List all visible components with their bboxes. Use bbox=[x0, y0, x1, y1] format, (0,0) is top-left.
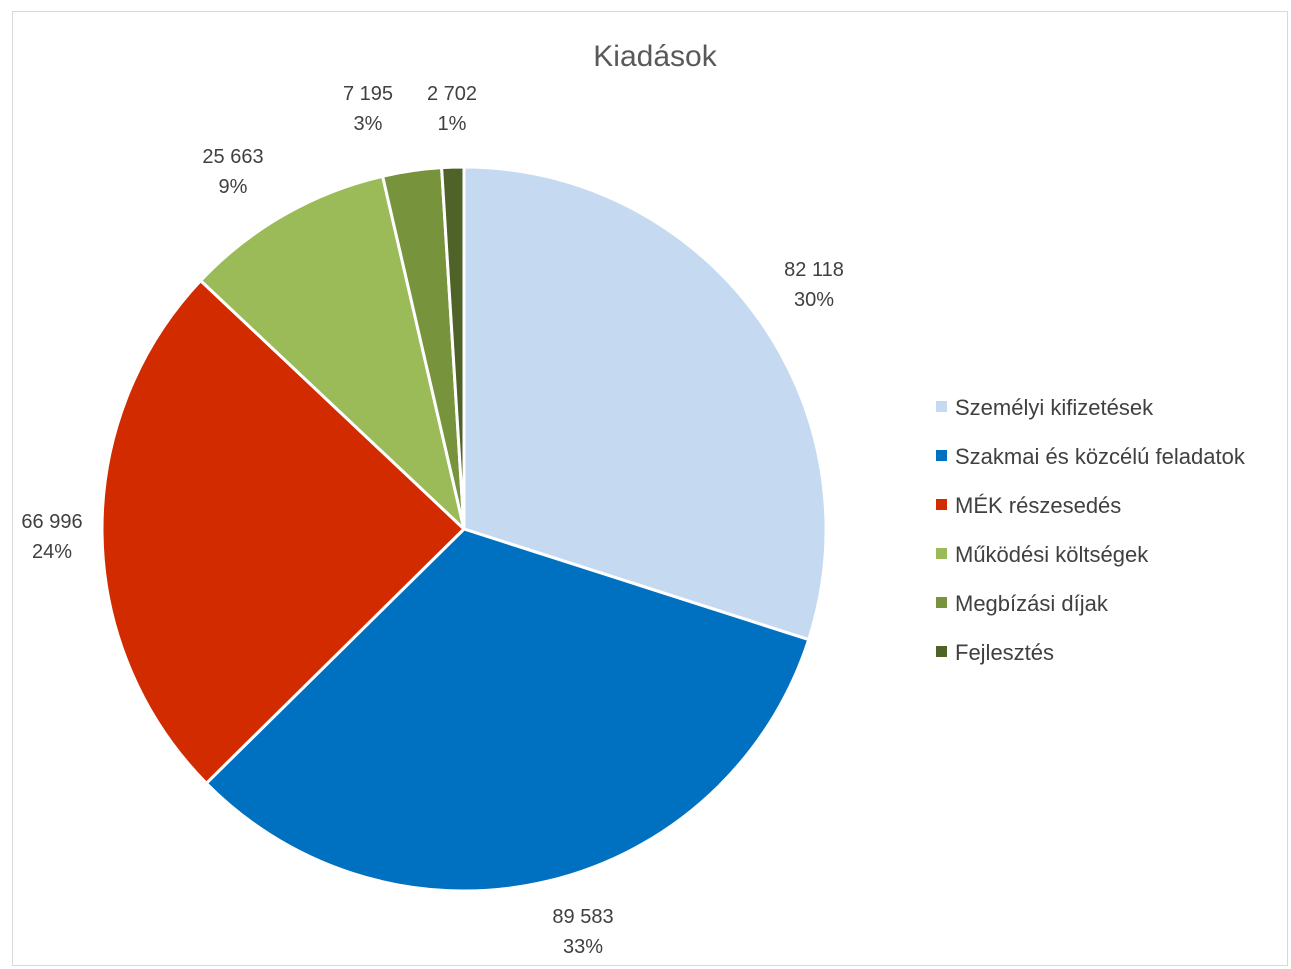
pie-slices bbox=[100, 165, 828, 893]
data-label-szemelyi-kifizetesek: 82 118 30% bbox=[784, 259, 844, 311]
data-label-szakmai-es-kozcelu-feladatok: 89 583 33% bbox=[552, 906, 613, 958]
data-label-mukodesi-koltsegek: 25 663 9% bbox=[202, 146, 263, 198]
pie-slice-mek-reszesedes bbox=[100, 279, 466, 785]
legend-label: MÉK részesedés bbox=[955, 493, 1121, 518]
legend-swatch bbox=[936, 499, 947, 510]
data-label-percent: 30% bbox=[794, 289, 834, 311]
data-label-value: 66 996 bbox=[21, 511, 82, 533]
legend-swatch bbox=[936, 646, 947, 657]
legend-item-mek-reszesedes: MÉK részesedés bbox=[936, 493, 1121, 518]
legend-label: Szakmai és közcélú feladatok bbox=[955, 444, 1246, 469]
legend-item-szakmai-es-kozcelu-feladatok: Szakmai és közcélú feladatok bbox=[936, 444, 1246, 469]
legend-item-szemelyi-kifizetesek: Személyi kifizetések bbox=[936, 395, 1154, 420]
data-label-value: 7 195 bbox=[343, 83, 393, 105]
data-label-percent: 24% bbox=[32, 541, 72, 563]
legend-label: Fejlesztés bbox=[955, 640, 1054, 665]
legend-item-mukodesi-koltsegek: Működési költségek bbox=[936, 542, 1149, 567]
data-label-value: 82 118 bbox=[784, 259, 844, 281]
legend-swatch bbox=[936, 597, 947, 608]
data-label-percent: 9% bbox=[219, 176, 248, 198]
data-label-value: 25 663 bbox=[202, 146, 263, 168]
data-label-fejlesztes: 2 702 1% bbox=[427, 83, 477, 135]
chart-title: Kiadások bbox=[593, 40, 717, 73]
pie-slice-szemelyi-kifizetesek bbox=[462, 165, 828, 642]
pie-slice-mukodesi-koltsegek bbox=[199, 174, 466, 531]
data-label-mek-reszesedes: 66 996 24% bbox=[21, 511, 82, 563]
legend-swatch bbox=[936, 450, 947, 461]
legend-label: Személyi kifizetések bbox=[955, 395, 1154, 420]
legend: Személyi kifizetések Szakmai és közcélú f… bbox=[936, 395, 1246, 665]
legend-swatch bbox=[936, 548, 947, 559]
legend-label: Működési költségek bbox=[955, 542, 1149, 567]
data-labels: 82 118 30% 89 583 33% 66 996 24% 25 663 9% 7 195… bbox=[21, 83, 843, 958]
legend-item-megbizasi-dijak: Megbízási díjak bbox=[936, 591, 1109, 616]
legend-swatch bbox=[936, 401, 947, 412]
data-label-percent: 1% bbox=[438, 113, 467, 135]
data-label-percent: 3% bbox=[354, 113, 383, 135]
legend-label: Megbízási díjak bbox=[955, 591, 1109, 616]
pie-slice-szakmai-es-kozcelu-feladatok bbox=[204, 527, 811, 893]
data-label-value: 2 702 bbox=[427, 83, 477, 105]
legend-item-fejlesztes: Fejlesztés bbox=[936, 640, 1054, 665]
data-label-percent: 33% bbox=[563, 936, 603, 958]
data-label-megbizasi-dijak: 7 195 3% bbox=[343, 83, 393, 135]
data-label-value: 89 583 bbox=[552, 906, 613, 928]
pie-slice-fejlesztes bbox=[440, 165, 466, 531]
